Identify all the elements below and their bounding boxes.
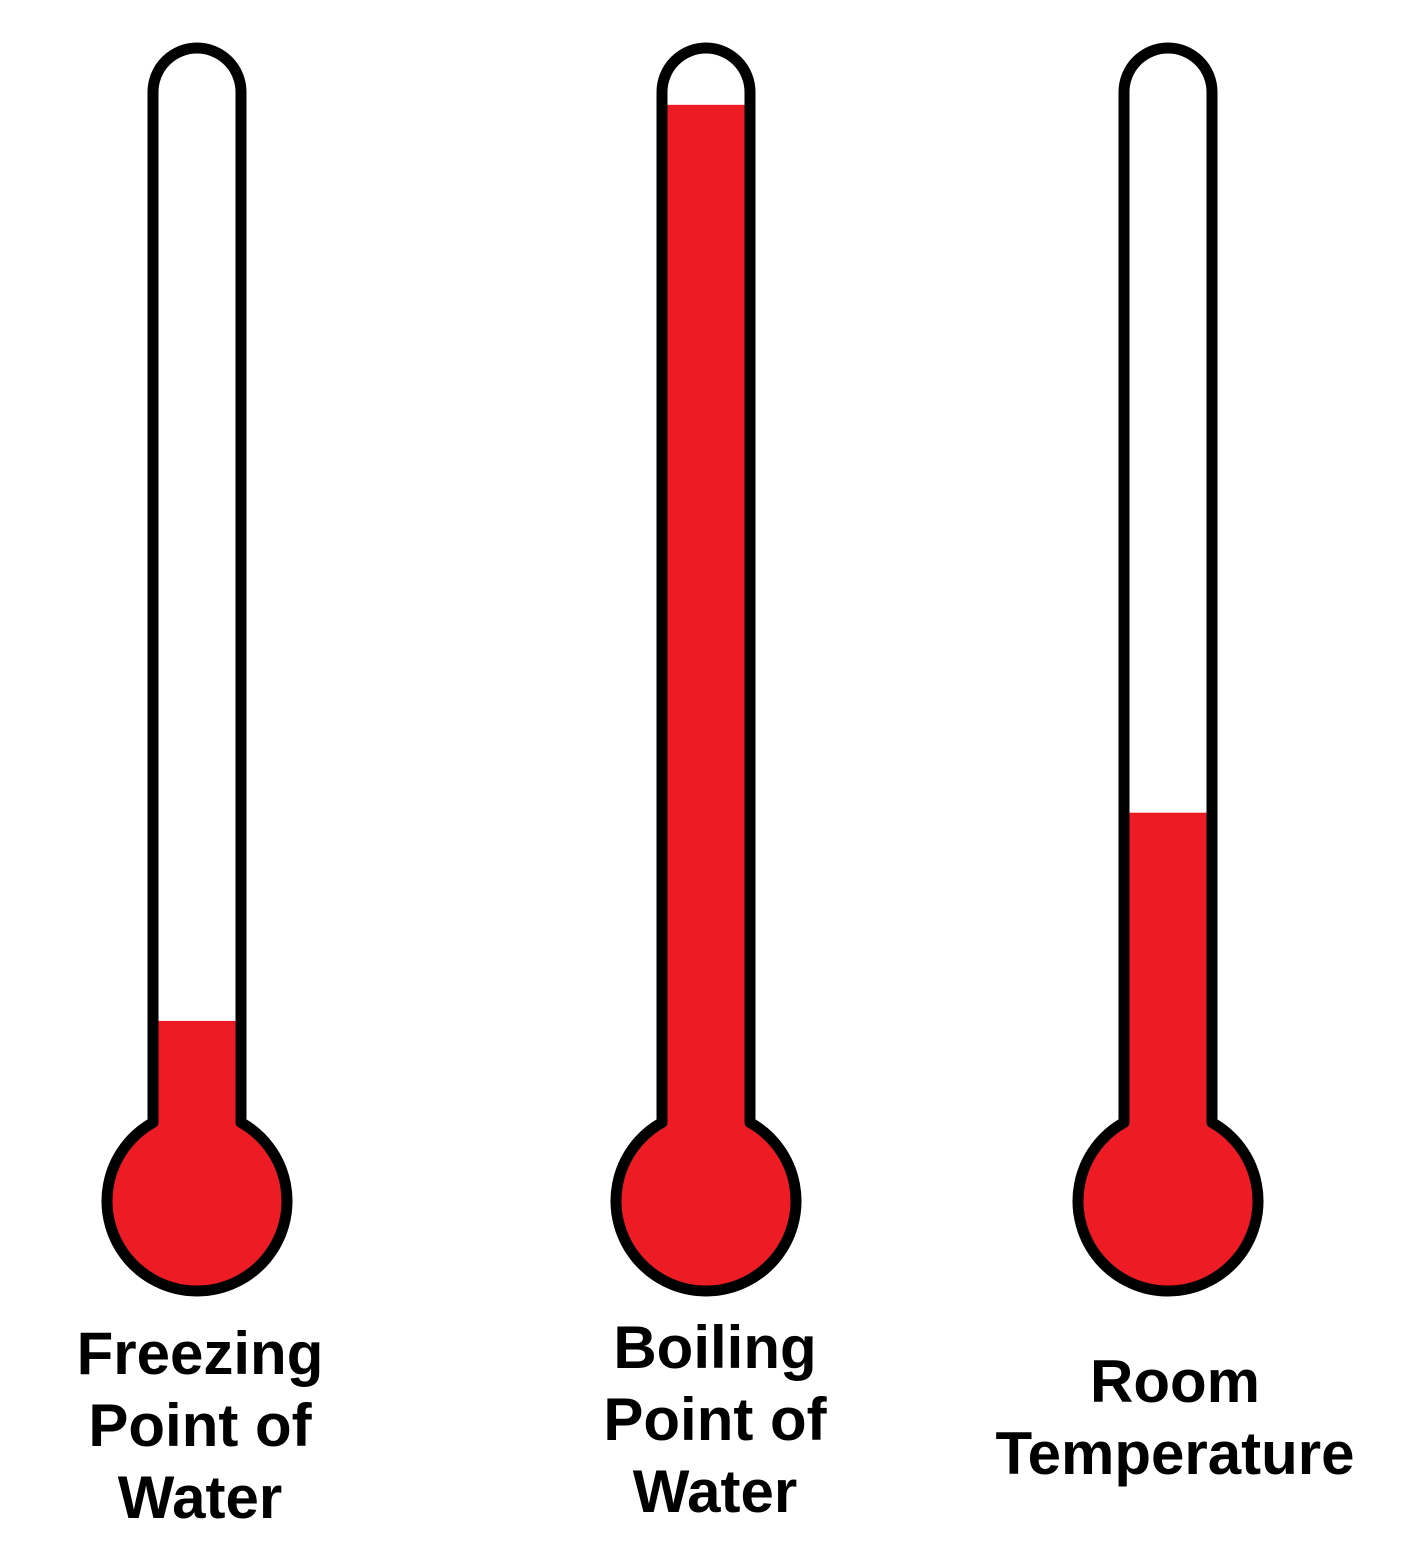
label-line: Room [1090, 1348, 1260, 1415]
thermometer-outline [101, 42, 293, 1297]
label-line: Water [632, 1458, 798, 1525]
thermometer-room [1072, 42, 1264, 1297]
mercury-bulb [1080, 1113, 1256, 1289]
label-line: Freezing [76, 1320, 324, 1387]
label-line: Temperature [995, 1420, 1355, 1487]
label-line: Point of [88, 1392, 312, 1459]
mercury-column [667, 104, 745, 1202]
mercury-bulb [618, 1113, 794, 1289]
thermometer-outline [610, 42, 802, 1297]
label-line: Point of [603, 1386, 827, 1453]
label-line: Water [117, 1464, 283, 1531]
label-line: Boiling [613, 1314, 817, 1381]
label-freezing-point: Freezing Point of Water [40, 1318, 360, 1534]
mercury-bulb [109, 1113, 285, 1289]
thermometer-freezing [101, 42, 293, 1297]
label-boiling-point: Boiling Point of Water [550, 1312, 880, 1528]
thermometer-boiling [610, 42, 802, 1297]
thermometer-outline [1072, 42, 1264, 1297]
tube-body [107, 48, 288, 1292]
label-room-temperature: Room Temperature [960, 1346, 1390, 1490]
tube-body [1078, 48, 1258, 1292]
